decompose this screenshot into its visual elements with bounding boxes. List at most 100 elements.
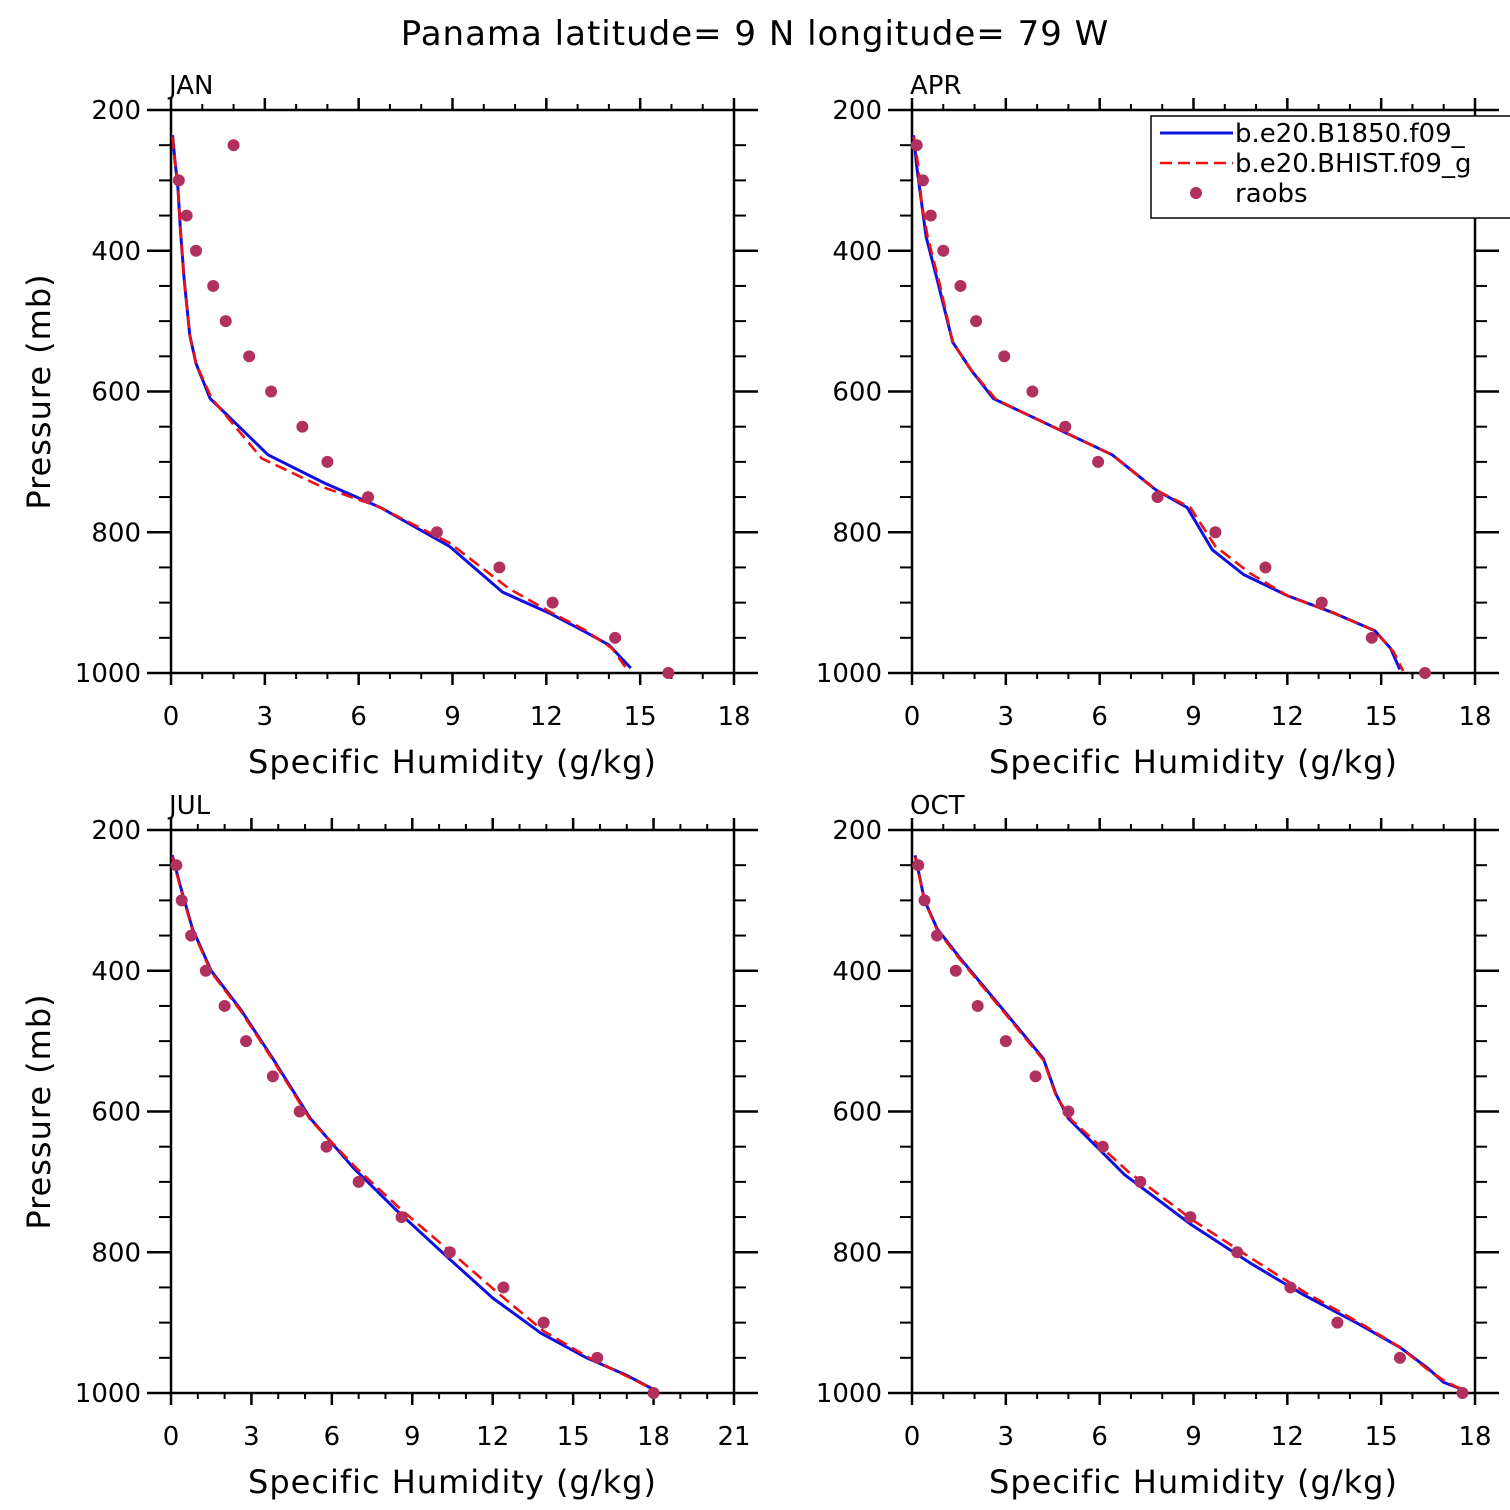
x-tick-label-jan: 15	[624, 702, 657, 732]
raobs-point-jul	[395, 1211, 408, 1224]
series-line-bhist-oct	[913, 856, 1467, 1393]
raobs-point-apr	[1092, 455, 1105, 468]
raobs-point-jan	[609, 631, 622, 644]
raobs-point-oct	[1029, 1070, 1042, 1083]
raobs-point-jan	[243, 350, 256, 363]
y-tick-label-oct: 1000	[816, 1379, 882, 1409]
x-tick-label-oct: 9	[1185, 1422, 1202, 1452]
y-tick-label-apr: 400	[832, 237, 882, 267]
x-tick-label-jul: 18	[637, 1422, 670, 1452]
raobs-point-oct	[971, 999, 984, 1012]
raobs-point-jan	[493, 561, 506, 574]
raobs-point-jan	[172, 174, 185, 187]
y-tick-label-apr: 800	[832, 518, 882, 548]
x-tick-label-oct: 15	[1365, 1422, 1398, 1452]
series-group-jul	[171, 854, 657, 1393]
panel-label-oct: OCT	[910, 791, 965, 821]
raobs-point-jan	[207, 279, 220, 292]
y-axis-label-jan: Pressure (mb)	[20, 273, 58, 509]
raobs-point-oct	[1331, 1316, 1344, 1329]
panel-jul: JUL 0 3 6 9 12 15 18 21 200 400 600 800 1000 Specific …	[20, 791, 758, 1501]
raobs-point-apr	[937, 244, 950, 257]
raobs-point-oct	[1231, 1246, 1244, 1259]
series-group-oct	[913, 854, 1467, 1393]
x-tick-label-jul: 15	[557, 1422, 590, 1452]
x-tick-label-jul: 12	[476, 1422, 509, 1452]
x-axis-label-oct: Specific Humidity (g/kg)	[989, 1463, 1398, 1501]
x-tick-label-apr: 0	[904, 702, 921, 732]
x-tick-label-jul: 6	[324, 1422, 341, 1452]
y-tick-label-oct: 200	[832, 816, 882, 846]
raobs-point-jul	[266, 1070, 279, 1083]
legend-label-b1850: b.e20.B1850.f09_	[1235, 119, 1466, 149]
x-tick-label-apr: 18	[1458, 702, 1491, 732]
y-tick-label-apr: 600	[832, 378, 882, 408]
raobs-point-oct	[949, 964, 962, 977]
series-line-b1850-jul	[171, 854, 655, 1391]
raobs-point-jul	[293, 1105, 306, 1118]
x-tick-label-jul: 21	[717, 1422, 750, 1452]
raobs-point-apr	[1209, 526, 1222, 539]
raobs-point-jul	[537, 1316, 550, 1329]
panel-label-apr: APR	[910, 71, 962, 101]
series-line-bhist-jul	[171, 856, 657, 1393]
series-line-bhist-jan	[171, 136, 629, 671]
y-tick-label-oct: 600	[832, 1098, 882, 1128]
raobs-point-oct	[999, 1035, 1012, 1048]
y-tick-label-jul: 200	[91, 816, 141, 846]
y-tick-label-jul: 400	[91, 957, 141, 987]
y-tick-label-jul: 800	[91, 1238, 141, 1268]
y-tick-label-jul: 600	[91, 1098, 141, 1128]
raobs-point-jan	[362, 491, 375, 504]
raobs-point-jul	[352, 1175, 365, 1188]
raobs-point-oct	[1062, 1105, 1075, 1118]
y-axis-label-jul: Pressure (mb)	[20, 993, 58, 1229]
plot-frame-oct	[910, 828, 1477, 1395]
x-tick-label-apr: 3	[998, 702, 1015, 732]
y-tick-label-jan: 800	[91, 518, 141, 548]
raobs-point-jan	[321, 455, 334, 468]
x-tick-label-oct: 12	[1271, 1422, 1304, 1452]
legend-label-raobs: raobs	[1235, 179, 1308, 209]
x-tick-label-jan: 12	[530, 702, 563, 732]
raobs-point-apr	[998, 350, 1011, 363]
raobs-point-jan	[430, 526, 443, 539]
x-tick-label-jan: 18	[717, 702, 750, 732]
legend-swatch-marker	[1190, 187, 1202, 199]
raobs-point-jan	[219, 315, 232, 328]
y-tick-label-apr: 200	[832, 96, 882, 126]
raobs-point-apr	[1059, 420, 1072, 433]
x-tick-label-jul: 9	[404, 1422, 421, 1452]
y-tick-label-oct: 400	[832, 957, 882, 987]
raobs-point-jul	[199, 964, 212, 977]
x-tick-label-jan: 3	[257, 702, 274, 732]
x-tick-label-oct: 6	[1091, 1422, 1108, 1452]
panel-label-jan: JAN	[167, 71, 213, 101]
raobs-point-apr	[916, 174, 929, 187]
x-tick-label-apr: 12	[1271, 702, 1304, 732]
raobs-point-jan	[265, 385, 278, 398]
legend: b.e20.B1850.f09_ b.e20.BHIST.f09_g raobs	[1150, 115, 1510, 219]
raobs-point-jul	[218, 999, 231, 1012]
figure-title: Panama latitude= 9 N longitude= 79 W	[401, 14, 1110, 54]
raobs-point-oct	[1184, 1211, 1197, 1224]
raobs-point-apr	[1259, 561, 1272, 574]
y-tick-label-jan: 1000	[75, 659, 141, 689]
raobs-point-jan	[546, 596, 559, 609]
raobs-point-oct	[912, 859, 925, 872]
raobs-point-apr	[924, 209, 937, 222]
x-tick-label-apr: 15	[1365, 702, 1398, 732]
x-tick-label-jul: 3	[243, 1422, 260, 1452]
series-line-bhist-apr	[912, 136, 1405, 672]
raobs-point-jan	[227, 139, 240, 152]
raobs-point-jul	[240, 1035, 253, 1048]
raobs-point-apr	[1151, 491, 1164, 504]
y-tick-label-jul: 1000	[75, 1379, 141, 1409]
x-tick-label-oct: 3	[998, 1422, 1015, 1452]
raobs-point-oct	[931, 929, 944, 942]
x-tick-label-oct: 0	[904, 1422, 921, 1452]
y-tick-label-apr: 1000	[816, 659, 882, 689]
x-tick-label-jul: 0	[163, 1422, 180, 1452]
panel-label-jul: JUL	[167, 791, 211, 821]
